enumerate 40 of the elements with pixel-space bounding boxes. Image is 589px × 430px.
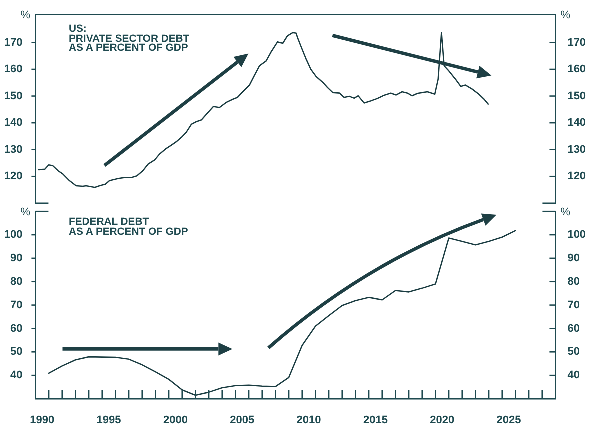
y2-tick-label: 50 — [568, 346, 580, 358]
y-axis-title: % — [20, 206, 31, 219]
x-tick-label: 2005 — [230, 414, 255, 427]
y-tick-label: 40 — [10, 370, 23, 382]
x-tick-label: 2025 — [496, 414, 522, 427]
y2-tick-label: 160 — [568, 64, 586, 76]
y2-tick-label: 120 — [568, 171, 586, 184]
y-tick-label: 80 — [10, 276, 23, 288]
y2-tick-label: 80 — [568, 276, 580, 288]
y-tick-label: 130 — [4, 144, 23, 156]
y2-tick-label: 70 — [568, 299, 580, 312]
y2-axis-title: % — [560, 10, 571, 22]
x-tick-label: 1995 — [96, 414, 122, 427]
y-tick-label: 90 — [10, 252, 23, 265]
x-tick-label: 2010 — [296, 414, 322, 427]
y2-tick-label: 140 — [568, 117, 586, 130]
y-tick-label: 100 — [4, 229, 23, 242]
text: FEDERAL DEBT AS A PERCENT OF GDP — [69, 217, 188, 238]
y-tick-label: 50 — [10, 346, 23, 358]
y-axis-title: % — [20, 10, 31, 22]
y-tick-label: 120 — [4, 171, 23, 184]
text: US: PRIVATE SECTOR DEBT AS A PERCENT OF GDP — [69, 24, 190, 54]
y2-tick-label: 60 — [568, 322, 580, 335]
y2-axis-title: % — [560, 206, 571, 219]
y2-tick-label: 100 — [568, 229, 586, 242]
x-tick-label: 1990 — [30, 414, 55, 427]
y2-tick-label: 150 — [568, 90, 586, 103]
y-tick-label: 60 — [10, 322, 23, 335]
y-tick-label: 150 — [4, 90, 23, 103]
y2-tick-label: 130 — [568, 144, 586, 156]
x-tick-label: 2020 — [430, 414, 455, 427]
y2-tick-label: 90 — [568, 252, 580, 265]
y-tick-label: 140 — [4, 117, 23, 130]
x-tick-label: 2015 — [363, 414, 388, 427]
y2-tick-label: 40 — [568, 370, 580, 382]
y-tick-label: 160 — [4, 64, 23, 76]
y-tick-label: 70 — [10, 299, 23, 312]
y-tick-label: 170 — [4, 37, 23, 50]
x-tick-label: 2000 — [163, 414, 188, 427]
y2-tick-label: 170 — [568, 37, 586, 50]
